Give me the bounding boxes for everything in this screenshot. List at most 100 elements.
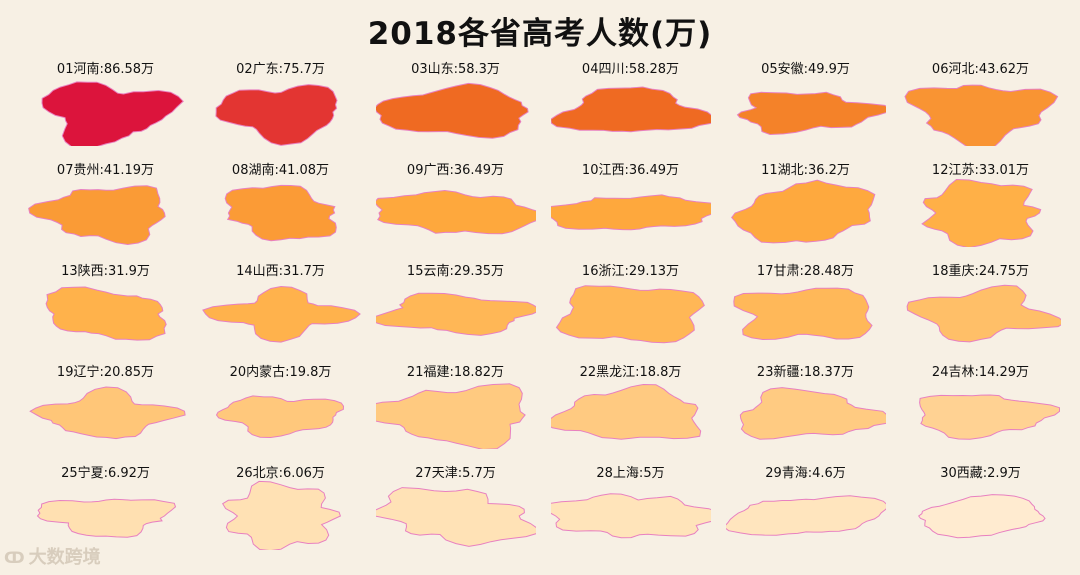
province-cell: 06河北:43.62万 bbox=[893, 52, 1068, 153]
province-shape-fill bbox=[376, 189, 536, 235]
province-label: 07贵州:41.19万 bbox=[56, 163, 155, 178]
province-label: 26北京:6.06万 bbox=[236, 466, 325, 481]
province-label: 18重庆:24.75万 bbox=[931, 264, 1030, 279]
province-shape bbox=[224, 184, 337, 242]
province-cell: 25宁夏:6.92万 bbox=[18, 456, 193, 557]
province-shape-fill bbox=[45, 286, 167, 341]
province-shape bbox=[739, 387, 886, 440]
province-label: 06河北:43.62万 bbox=[931, 62, 1030, 77]
province-cell: 14山西:31.7万 bbox=[193, 254, 368, 355]
province-label: 14山西:31.7万 bbox=[236, 264, 325, 279]
province-shape bbox=[736, 91, 886, 136]
province-shape-fill bbox=[29, 386, 186, 440]
province-shape bbox=[731, 179, 876, 244]
province-shape-fill bbox=[215, 84, 338, 146]
province-label: 13陕西:31.9万 bbox=[61, 264, 150, 279]
province-shape-fill bbox=[551, 194, 711, 231]
province-shape-fill bbox=[41, 81, 184, 146]
province-shape bbox=[28, 185, 166, 246]
province-shape-fill bbox=[222, 480, 342, 550]
province-label: 04四川:58.28万 bbox=[581, 62, 680, 77]
province-cell: 26北京:6.06万 bbox=[193, 456, 368, 557]
province-shape bbox=[917, 494, 1046, 539]
province-cell: 10江西:36.49万 bbox=[543, 153, 718, 254]
province-shape bbox=[45, 286, 167, 341]
province-shape bbox=[222, 480, 342, 550]
province-shape-fill bbox=[739, 387, 886, 440]
province-cell: 23新疆:18.37万 bbox=[718, 355, 893, 456]
province-cell: 15云南:29.35万 bbox=[368, 254, 543, 355]
province-label: 21福建:18.82万 bbox=[406, 365, 505, 380]
province-shape bbox=[733, 287, 873, 341]
province-shape bbox=[376, 383, 526, 449]
province-shape bbox=[919, 394, 1060, 440]
province-cell: 24吉林:14.29万 bbox=[893, 355, 1068, 456]
province-shape-fill bbox=[202, 285, 361, 343]
province-cell: 30西藏:2.9万 bbox=[893, 456, 1068, 557]
province-label: 20内蒙古:19.8万 bbox=[229, 365, 332, 380]
province-cell: 17甘肃:28.48万 bbox=[718, 254, 893, 355]
province-cell: 13陕西:31.9万 bbox=[18, 254, 193, 355]
province-shape bbox=[551, 194, 711, 231]
province-cell: 29青海:4.6万 bbox=[718, 456, 893, 557]
province-label: 15云南:29.35万 bbox=[406, 264, 505, 279]
province-shape bbox=[906, 284, 1061, 343]
province-cell: 07贵州:41.19万 bbox=[18, 153, 193, 254]
province-shape-fill bbox=[731, 179, 876, 244]
province-shape-fill bbox=[376, 487, 536, 547]
province-cell: 19辽宁:20.85万 bbox=[18, 355, 193, 456]
province-label: 27天津:5.7万 bbox=[415, 466, 496, 481]
province-shape bbox=[376, 82, 529, 139]
province-cell: 20内蒙古:19.8万 bbox=[193, 355, 368, 456]
province-shape-fill bbox=[551, 383, 702, 440]
province-cell: 03山东:58.3万 bbox=[368, 52, 543, 153]
province-label: 10江西:36.49万 bbox=[581, 163, 680, 178]
chart-title: 2018各省高考人数(万) bbox=[367, 16, 713, 52]
province-label: 29青海:4.6万 bbox=[765, 466, 846, 481]
province-cell: 11湖北:36.2万 bbox=[718, 153, 893, 254]
province-label: 03山东:58.3万 bbox=[411, 62, 500, 77]
province-shape-fill bbox=[904, 84, 1059, 146]
province-cell: 04四川:58.28万 bbox=[543, 52, 718, 153]
province-shape bbox=[921, 178, 1042, 247]
province-label: 25宁夏:6.92万 bbox=[61, 466, 150, 481]
watermark-logo-icon: ↀ bbox=[4, 548, 25, 567]
province-label: 17甘肃:28.48万 bbox=[756, 264, 855, 279]
province-label: 22黑龙江:18.8万 bbox=[579, 365, 682, 380]
province-shape-fill bbox=[917, 494, 1046, 539]
province-label: 09广西:36.49万 bbox=[406, 163, 505, 178]
province-label: 08湖南:41.08万 bbox=[231, 163, 330, 178]
watermark-text: 大数跨境 bbox=[28, 547, 101, 568]
province-cell: 22黑龙江:18.8万 bbox=[543, 355, 718, 456]
province-shape-fill bbox=[551, 86, 711, 133]
province-shape bbox=[551, 383, 702, 440]
province-shape bbox=[202, 285, 361, 343]
province-cell: 27天津:5.7万 bbox=[368, 456, 543, 557]
province-label: 16浙江:29.13万 bbox=[581, 264, 680, 279]
province-shape-fill bbox=[28, 185, 166, 246]
province-cell: 09广西:36.49万 bbox=[368, 153, 543, 254]
province-shape-fill bbox=[376, 82, 529, 139]
province-shape-fill bbox=[736, 91, 886, 136]
province-cell: 18重庆:24.75万 bbox=[893, 254, 1068, 355]
province-shape-fill bbox=[919, 394, 1060, 440]
province-shape-fill bbox=[36, 498, 177, 538]
province-shape bbox=[555, 285, 705, 344]
province-cell: 02广东:75.7万 bbox=[193, 52, 368, 153]
province-cell: 28上海:5万 bbox=[543, 456, 718, 557]
province-shape-fill bbox=[726, 495, 886, 536]
province-label: 28上海:5万 bbox=[596, 466, 665, 481]
province-shape bbox=[551, 493, 711, 539]
watermark: ↀ 大数跨境 bbox=[4, 543, 101, 569]
province-shape-fill bbox=[555, 285, 705, 344]
province-shape-fill bbox=[376, 292, 536, 336]
province-label: 12江苏:33.01万 bbox=[931, 163, 1030, 178]
province-shape-fill bbox=[551, 493, 711, 539]
province-shape bbox=[41, 81, 184, 146]
province-shape bbox=[376, 292, 536, 336]
province-shape bbox=[36, 498, 177, 538]
province-label: 02广东:75.7万 bbox=[236, 62, 325, 77]
province-shape bbox=[215, 84, 338, 146]
province-label: 11湖北:36.2万 bbox=[761, 163, 850, 178]
province-shape-fill bbox=[215, 395, 345, 439]
